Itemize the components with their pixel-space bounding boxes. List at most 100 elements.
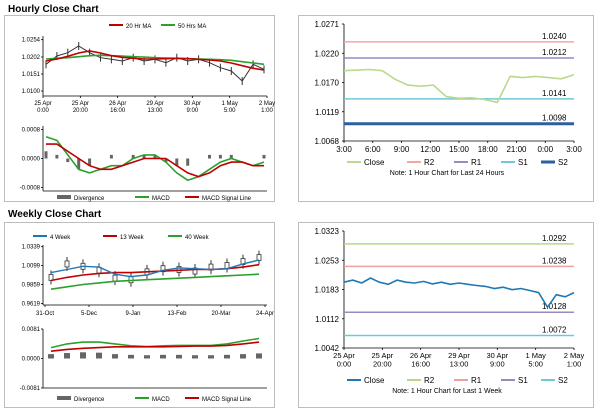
pivot-legend-s2-label: S2 [558, 376, 568, 385]
pivot-legend-s1-label: S1 [518, 376, 528, 385]
pivot-y-tick-label: 1.0253 [315, 256, 340, 265]
weekly-price-x-tick-label: 13-Feb [167, 311, 187, 317]
macd-y-tick-label: 0.0000 [22, 157, 41, 163]
pivot-x-tick-label: 1 May [525, 351, 546, 360]
weekly-macd-y-tick-label: -0.0081 [20, 386, 41, 392]
weekly-price-y-tick-label: 0.9859 [22, 283, 41, 289]
pivot-x-tick-label: 0:00 [537, 145, 553, 154]
pivot-x-tick-label: 2 May [564, 351, 585, 360]
pivot-x-tick-label: 3:00 [336, 145, 352, 154]
pivot-legend-r1-label: R1 [471, 158, 482, 167]
price-x-tick-label: 1 May [221, 101, 237, 107]
hourly-price-chart: 20 Hr MA 50 Hrs MA 1.0254 1.0202 1.0151 1.010… [20, 24, 275, 202]
pivot-x-tick-label: 26 Apr [410, 351, 432, 360]
weekly-price-chart: 4 Week 13 Week 40 Week 1.0339 1.0099 0.9859 0.… [20, 235, 274, 403]
price-y-tick-label: 1.0151 [22, 72, 41, 78]
pivot-x-tick-label: 29 Apr [448, 351, 470, 360]
weekly-divergence-bar [96, 352, 102, 359]
weekly-macd-y-tick-label: 0.0000 [22, 357, 41, 363]
price-x-tick-label: 29 Apr [146, 101, 163, 107]
pivot-x-tick-label: 16:00 [411, 360, 430, 369]
pivot-y-tick-label: 1.0112 [315, 315, 339, 324]
weekly-divergence-bar [192, 355, 198, 359]
weekly-divergence-bar [160, 354, 166, 359]
pivot-x-tick-label: 0:00 [337, 360, 352, 369]
pivot-x-tick-label: 3:00 [566, 145, 582, 154]
weekly-divergence-bar [256, 353, 262, 359]
weekly-price-x-tick-label: 9-Jan [125, 311, 140, 317]
pivot-level-label-s2: 1.0072 [542, 326, 567, 335]
pivot-x-tick-label: 21:00 [506, 145, 527, 154]
price-y-tick-label: 1.0254 [22, 38, 41, 44]
pivot-x-tick-label: 25 Apr [371, 351, 393, 360]
macd-signal-line [46, 143, 264, 178]
pivot-x-tick-label: 6:00 [365, 145, 381, 154]
weekly-divergence-bar [128, 354, 134, 359]
pivot-y-tick-label: 1.0170 [315, 79, 340, 88]
price-x-tick-label: 0:00 [37, 108, 49, 114]
weekly-candle-body [112, 274, 118, 282]
hourly-left-panel: 20 Hr MA 50 Hrs MA 1.0254 1.0202 1.0151 1.010… [4, 15, 275, 202]
weekly-macd-y-tick-label: 0.0081 [22, 327, 41, 333]
weekly-price-y-tick-label: 1.0339 [22, 245, 41, 251]
pivot-x-tick-label: 9:00 [394, 145, 410, 154]
price-x-tick-label: 26 Apr [109, 101, 126, 107]
price-x-tick-label: 25 Apr [34, 101, 51, 107]
pivot-close-line [343, 68, 575, 104]
weekly-4wk-line [50, 259, 260, 278]
pivot-y-tick-label: 1.0119 [315, 108, 339, 117]
legend-13-week-label: 13 Week [120, 235, 145, 241]
weekly-divergence-bar [112, 354, 118, 359]
price-x-tick-label: 25 Apr [72, 101, 89, 107]
weekly-legend-macd-label: MACD [152, 397, 170, 403]
weekly-divergence-bar [64, 353, 70, 359]
weekly-left-panel: 4 Week 13 Week 40 Week 1.0339 1.0099 0.9859 0.… [4, 222, 275, 408]
price-x-tick-label: 2 May [259, 101, 275, 107]
price-y-tick-label: 1.0100 [22, 89, 41, 95]
pivot-x-tick-label: 30 Apr [486, 351, 508, 360]
weekly-pivot-chart: 1.0323 1.0253 1.0183 1.0112 1.0042 1.0292 1.02… [315, 227, 585, 395]
pivot-level-label-s2: 1.0098 [542, 114, 567, 123]
pivot-x-tick-label: 20:00 [373, 360, 392, 369]
weekly-divergence-bar [80, 352, 86, 359]
weekly-divergence-bar [176, 354, 182, 359]
pivot-level-label-s1: 1.0141 [542, 89, 567, 98]
pivot-level-label-r1: 1.0212 [542, 48, 567, 57]
weekly-section-title: Weekly Close Chart [8, 209, 102, 220]
macd-line [45, 136, 265, 182]
weekly-price-x-tick-label: 5-Dec [81, 311, 97, 317]
pivot-x-tick-label: 5:00 [528, 360, 543, 369]
legend-macd-label: MACD [152, 196, 170, 202]
price-x-tick-label: 9:00 [186, 108, 198, 114]
pivot-level-label-r2: 1.0240 [542, 32, 567, 41]
pivot-y-tick-label: 1.0068 [315, 137, 340, 146]
pivot-y-tick-label: 1.0271 [315, 20, 340, 29]
pivot-y-tick-label: 1.0042 [315, 344, 340, 353]
weekly-legend-divergence-label: Divergence [74, 397, 105, 403]
pivot-x-tick-label: 13:00 [450, 360, 469, 369]
weekly-divergence-bar [224, 354, 230, 359]
pivot-x-tick-label: 12:00 [420, 145, 441, 154]
pivot-x-tick-label: 18:00 [478, 145, 499, 154]
price-x-tick-label: 16:00 [110, 108, 126, 114]
ma-20hr-line [45, 50, 265, 71]
pivot-legend-r1-label: R1 [471, 376, 482, 385]
pivot-x-tick-label: 9:00 [490, 360, 505, 369]
pivot-note: Note: 1 Hour Chart for Last 1 Week [392, 388, 502, 395]
weekly-candle-body [64, 260, 70, 268]
legend-macd-signal-label: MACD Signal Line [202, 196, 252, 202]
legend-20hr-ma-label: 20 Hr MA [126, 24, 151, 30]
pivot-x-tick-label: 25 Apr [333, 351, 355, 360]
weekly-legend-macd-signal-label: MACD Signal Line [202, 397, 252, 403]
pivot-legend-close-label: Close [364, 376, 385, 385]
pivot-close-line [343, 277, 575, 309]
weekly-divergence-bar [208, 355, 214, 359]
weekly-divergence-bar [144, 355, 150, 359]
legend-50hr-ma-label: 50 Hrs MA [178, 24, 206, 30]
pivot-legend-s1-label: S1 [518, 158, 528, 167]
hourly-pivot-panel: 1.0271 1.0220 1.0170 1.0119 1.0068 1.0240 1.02… [298, 15, 594, 202]
hourly-section-title: Hourly Close Chart [8, 4, 99, 15]
pivot-legend-s2-label: S2 [558, 158, 568, 167]
pivot-y-tick-label: 1.0220 [315, 49, 340, 58]
weekly-price-y-tick-label: 1.0099 [22, 264, 41, 270]
